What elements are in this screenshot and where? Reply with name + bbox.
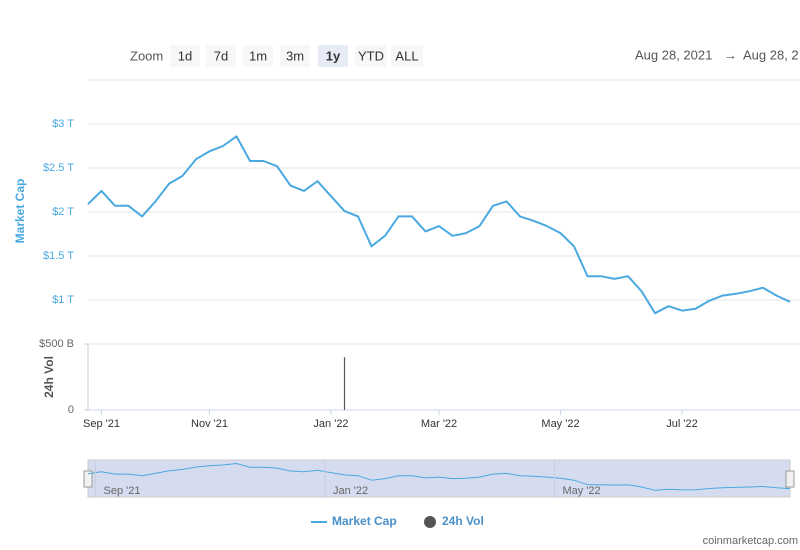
zoom-button-label: 7d [214,48,228,63]
x-tick-label: Mar '22 [421,418,457,430]
zoom-label: Zoom [130,48,163,63]
zoom-button[interactable] [318,45,348,67]
zoom-button[interactable] [355,45,387,67]
x-tick-label: Sep '21 [83,418,120,430]
date-arrow: → [724,47,737,62]
navigator-handle[interactable] [785,470,795,488]
x-tick-label: Jul '22 [666,418,697,430]
zoom-button[interactable] [243,45,273,67]
y-tick-label: $1 T [52,294,74,306]
y2-tick-label: 0 [68,404,74,416]
zoom-button[interactable] [206,45,236,67]
navigator-line [87,463,791,491]
zoom-button[interactable] [391,45,423,67]
y-tick-label: $3 T [52,118,74,130]
zoom-button-label: 3m [286,48,304,63]
y2-tick-label: $500 B [39,338,74,350]
zoom-button[interactable] [170,45,200,67]
zoom-button-label: YTD [358,48,384,63]
y2-axis-title: 24h Vol [42,356,56,398]
zoom-button[interactable] [280,45,310,67]
y-tick-label: $2.5 T [43,162,74,174]
navigator[interactable] [87,459,791,498]
legend-swatch [424,516,436,528]
x-tick-label: Jan '22 [313,418,348,430]
legend-label[interactable]: 24h Vol [442,514,484,528]
legend-label[interactable]: Market Cap [332,514,397,528]
date-from: Aug 28, 2021 [635,47,712,62]
zoom-button-label: 1y [326,48,341,63]
x-tick-label: May '22 [541,418,579,430]
zoom-button-label: ALL [395,48,418,63]
y-tick-label: $1.5 T [43,250,74,262]
navigator-label: Sep '21 [104,485,141,497]
date-to: Aug 28, 2 [743,47,799,62]
navigator-label: Jan '22 [333,485,368,497]
market-cap-line [87,135,791,315]
x-tick-label: Nov '21 [191,418,228,430]
zoom-button-label: 1d [178,48,192,63]
volume-bar [343,357,346,410]
zoom-button-label: 1m [249,48,267,63]
y-tick-label: $2 T [52,206,74,218]
navigator-label: May '22 [563,485,601,497]
y-axis-title: Market Cap [13,179,27,244]
navigator-handle[interactable] [83,470,93,488]
credit: coinmarketcap.com [703,535,798,547]
